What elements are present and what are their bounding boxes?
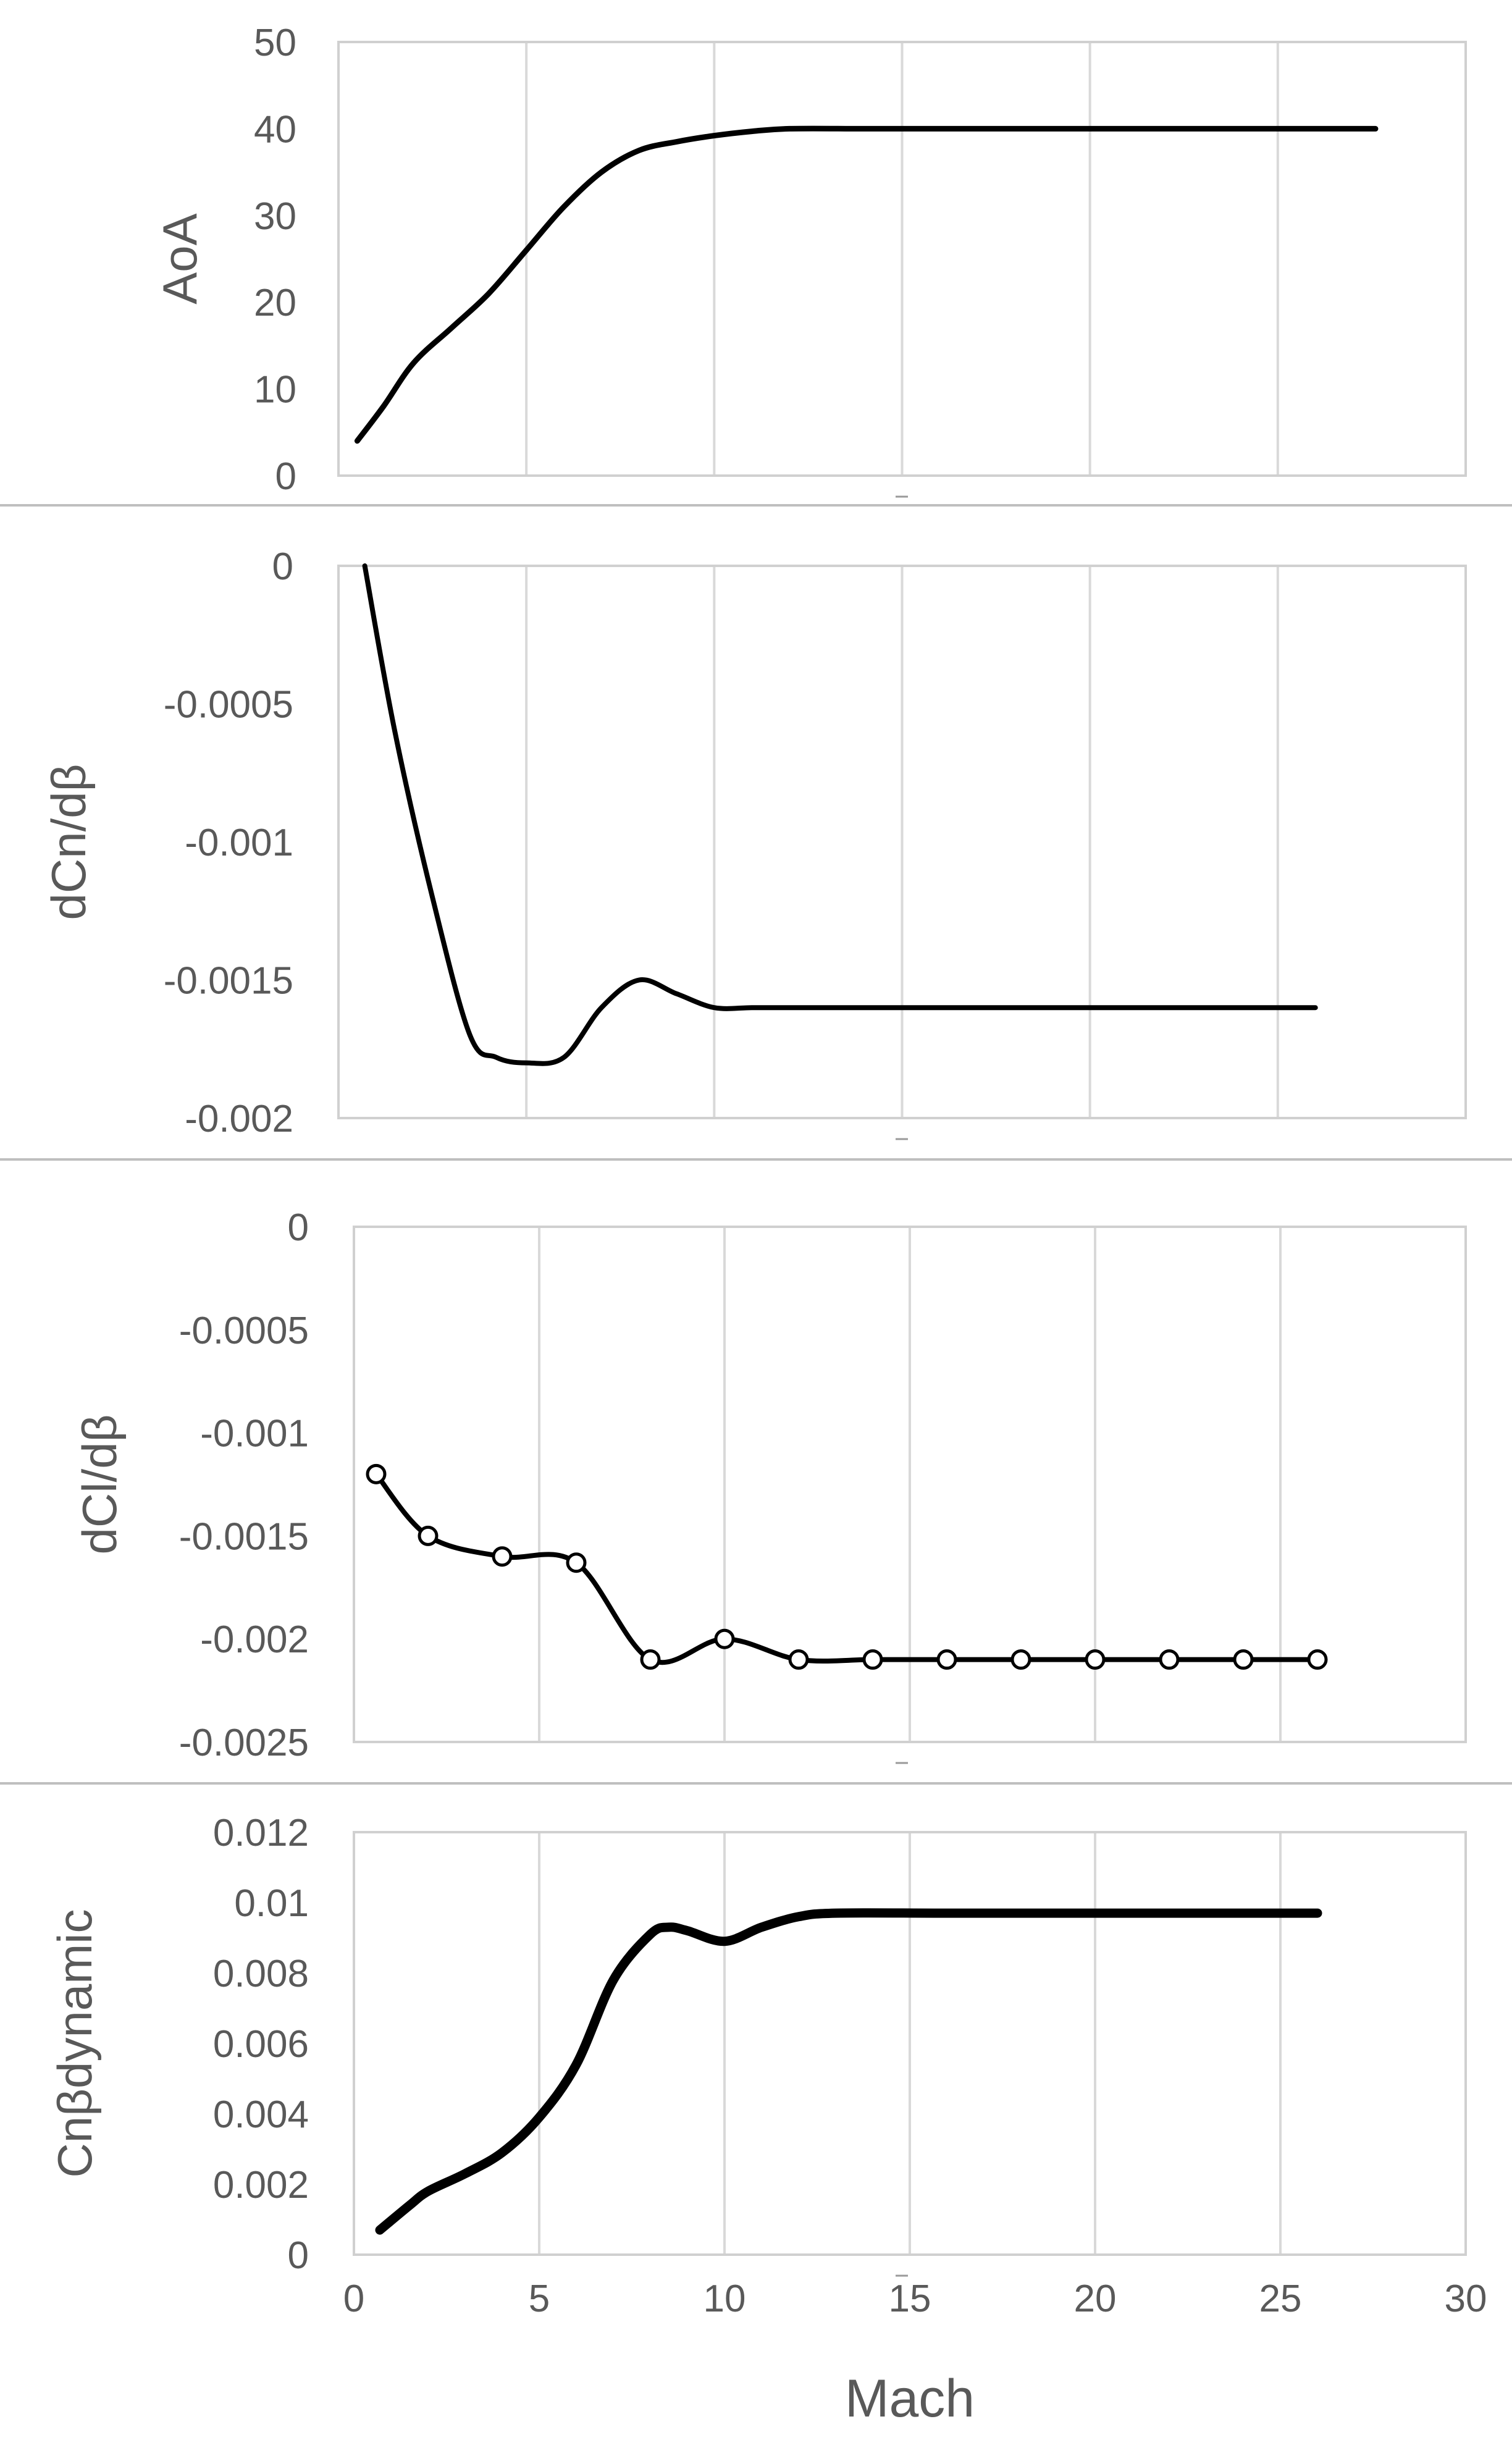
data-point xyxy=(1085,1649,1106,1670)
data-point xyxy=(640,1649,661,1670)
y-tick-label: -0.0005 xyxy=(179,1310,309,1352)
y-tick-label: -0.002 xyxy=(200,1618,309,1661)
y-tick-label: 20 xyxy=(254,282,296,324)
chart-cnbeta-dynamic: 0 0.002 0.004 0.006 0.008 0.01 0.012 0 5 10 15 20 25… xyxy=(48,1812,1487,2428)
y-tick-label: 0 xyxy=(288,1206,309,1249)
y-tick-label: 0.004 xyxy=(213,2093,309,2136)
data-point xyxy=(1233,1649,1254,1670)
plot-area xyxy=(353,1226,1467,1743)
y-tick-label: -0.0015 xyxy=(164,960,293,1003)
y-tick-label: 0 xyxy=(275,455,296,498)
y-tick-label: -0.001 xyxy=(200,1413,309,1455)
data-point xyxy=(492,1546,513,1567)
x-tick-label: 30 xyxy=(1445,2278,1487,2320)
chart-aoa: 0 10 20 30 40 50 AoA xyxy=(0,22,1512,507)
data-point xyxy=(1010,1649,1031,1670)
x-tick-label: 5 xyxy=(529,2278,550,2320)
x-tick-label: 20 xyxy=(1074,2278,1117,2320)
y-tick-label: -0.002 xyxy=(185,1098,293,1140)
y-tick-label: -0.0015 xyxy=(179,1515,309,1558)
y-axis-title: dCl/dβ xyxy=(72,1415,127,1555)
chart-dcl-dbeta: -0.0025 -0.002 -0.0015 -0.001 -0.0005 0 dCl/dβ xyxy=(0,1206,1512,1785)
y-tick-label: -0.0005 xyxy=(164,684,293,726)
y-tick-label: 30 xyxy=(254,195,296,238)
series-line-0 xyxy=(375,1908,1322,2235)
x-tick-label: 15 xyxy=(889,2278,931,2320)
series-line-0 xyxy=(354,125,1379,444)
y-axis-title: AoA xyxy=(153,213,207,304)
chart-dcn-dbeta: -0.002 -0.0015 -0.001 -0.0005 0 dCn/dβ xyxy=(0,545,1512,1161)
data-point xyxy=(566,1552,587,1573)
y-tick-label: 0.01 xyxy=(234,1882,309,1925)
data-point xyxy=(862,1649,883,1670)
y-tick-label: 0.006 xyxy=(213,2023,309,2066)
y-tick-label: 0 xyxy=(288,2234,309,2277)
data-point xyxy=(788,1649,809,1670)
data-point xyxy=(366,1463,387,1484)
y-tick-label: 0.008 xyxy=(213,1953,309,1995)
series-line-0 xyxy=(362,563,1318,1066)
data-point xyxy=(714,1628,735,1649)
x-axis-title: Mach xyxy=(845,2369,975,2428)
x-tick-label: 10 xyxy=(704,2278,746,2320)
y-tick-label: 0.012 xyxy=(213,1812,309,1854)
plot-area xyxy=(337,565,1467,1119)
plot-area xyxy=(353,1831,1467,2256)
x-tick-label: 0 xyxy=(343,2278,364,2320)
series-line-0 xyxy=(374,1471,1320,1665)
y-tick-label: 0.002 xyxy=(213,2164,309,2206)
y-tick-label: 50 xyxy=(254,22,296,64)
y-axis-title: dCn/dβ xyxy=(41,764,96,920)
x-tick-label: 25 xyxy=(1259,2278,1302,2320)
data-point xyxy=(418,1525,439,1546)
y-tick-label: 0 xyxy=(272,545,293,588)
data-point xyxy=(936,1649,957,1670)
y-tick-label: -0.0025 xyxy=(179,1722,309,1764)
y-tick-label: -0.001 xyxy=(185,822,293,864)
data-point xyxy=(1159,1649,1180,1670)
y-axis-title: Cnβdynamic xyxy=(48,1909,102,2177)
plot-area xyxy=(337,41,1467,477)
y-tick-label: 40 xyxy=(254,108,296,151)
data-point xyxy=(1307,1649,1328,1670)
y-tick-label: 10 xyxy=(254,369,296,411)
